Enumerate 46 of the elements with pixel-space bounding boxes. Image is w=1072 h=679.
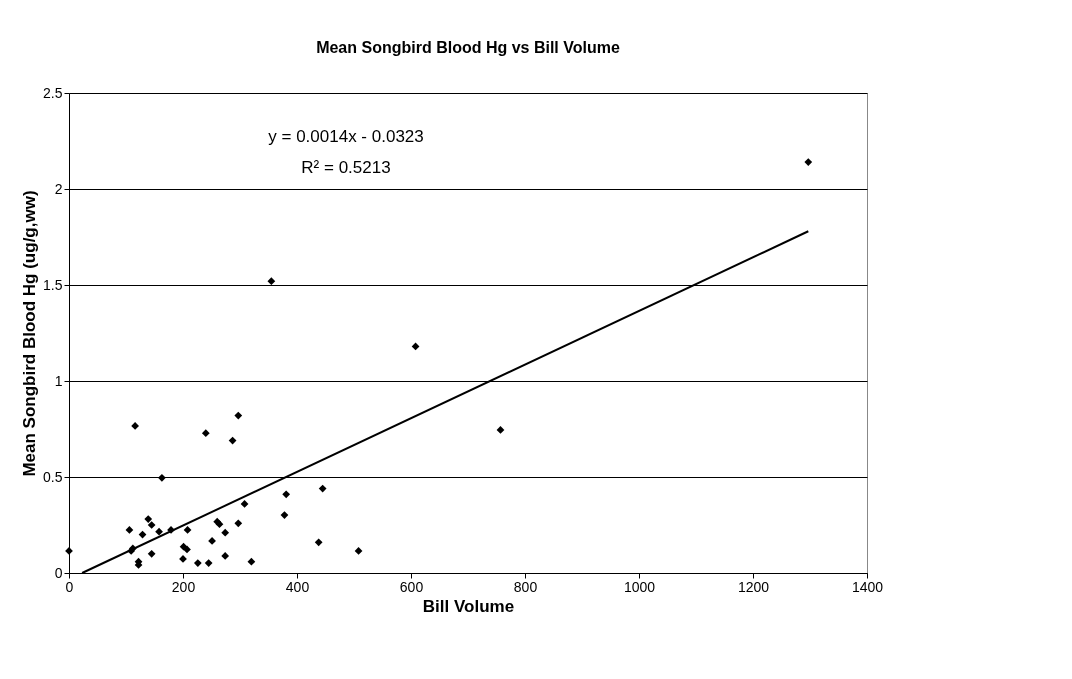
point: [221, 528, 230, 537]
point: [804, 158, 813, 166]
point: [314, 538, 323, 547]
point: [183, 526, 192, 534]
x-tick-label: 400: [285, 578, 310, 595]
y-axis-title: Mean Songbird Blood Hg (ug/g,ww): [20, 190, 40, 477]
point: [496, 426, 505, 434]
point: [193, 559, 202, 567]
x-tick-label: 1000: [623, 578, 656, 595]
annotation: R² = 0.5213: [301, 158, 391, 177]
point: [318, 484, 327, 493]
point: [221, 552, 230, 560]
point: [240, 500, 249, 508]
point: [147, 549, 156, 558]
y-tick-label: 2.5: [43, 84, 63, 101]
point: [282, 490, 291, 499]
point: [125, 526, 134, 534]
y-tick-label: 0.5: [43, 468, 63, 485]
point: [183, 545, 191, 554]
point: [147, 521, 156, 529]
point: [208, 537, 216, 545]
y-tick-label: 1: [54, 372, 63, 389]
point: [155, 527, 163, 536]
y-tick-label: 2: [54, 180, 63, 197]
x-tick-label: 1200: [737, 578, 770, 595]
point: [201, 429, 210, 438]
x-axis-title: Bill Volume: [422, 596, 515, 616]
x-tick-label: 200: [171, 578, 196, 595]
point: [267, 277, 276, 286]
x-tick-label: 600: [399, 578, 424, 595]
point: [234, 411, 243, 420]
x-tick-label: 800: [513, 578, 538, 595]
y-tick-label: 0: [54, 564, 63, 581]
point: [234, 519, 243, 528]
y-tick-label: 1.5: [43, 276, 63, 293]
point: [158, 473, 166, 482]
point: [204, 559, 213, 567]
x-tick-label: 1400: [851, 578, 884, 595]
point: [247, 557, 256, 566]
point: [144, 515, 153, 523]
point: [131, 422, 139, 430]
annotation: y = 0.0014x - 0.0323: [268, 127, 424, 146]
x-tick-label: 0: [65, 578, 74, 595]
chart-title: Mean Songbird Blood Hg vs Bill Volume: [316, 39, 620, 56]
point: [280, 511, 289, 519]
point: [354, 547, 363, 555]
